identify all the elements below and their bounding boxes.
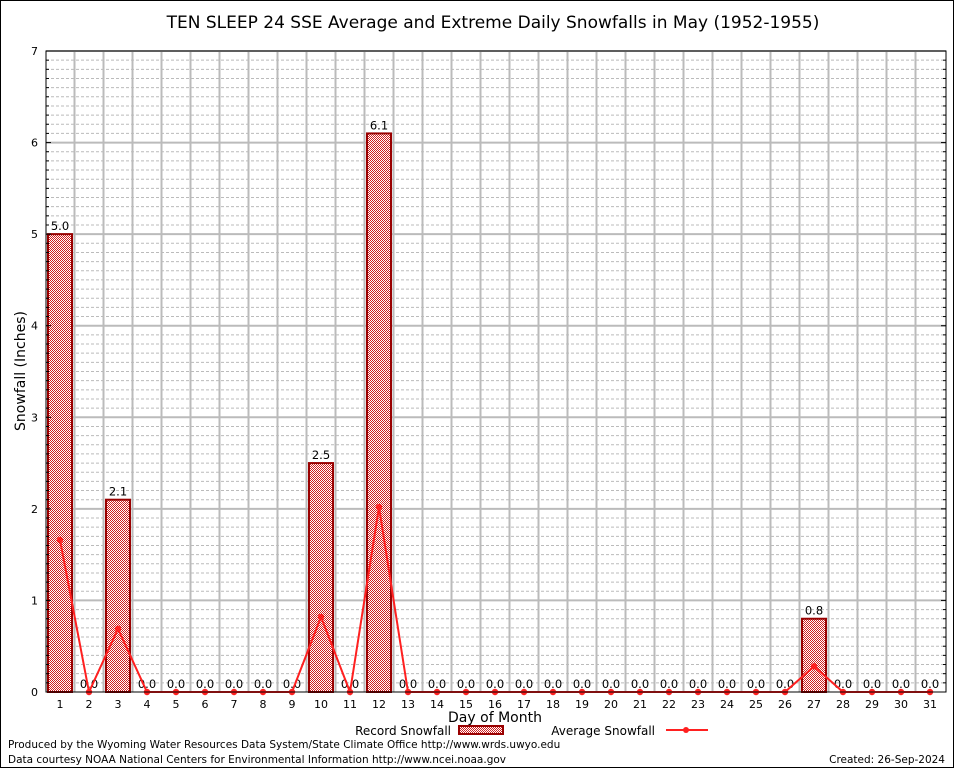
record-data-label: 5.0 [51, 219, 69, 233]
x-tick-label: 28 [836, 698, 850, 711]
y-tick-label: 1 [31, 594, 38, 607]
x-tick-label: 25 [749, 698, 763, 711]
x-tick-label: 6 [202, 698, 209, 711]
produced-by-note: Produced by the Wyoming Water Resources … [8, 739, 561, 751]
record-data-label: 0.0 [602, 677, 620, 691]
x-tick-label: 4 [144, 698, 151, 711]
y-tick-label: 5 [31, 228, 38, 241]
record-data-label: 0.0 [457, 677, 475, 691]
record-data-label: 2.5 [312, 448, 330, 462]
x-tick-label: 27 [807, 698, 821, 711]
record-data-label: 0.0 [718, 677, 736, 691]
data-courtesy-note: Data courtesy NOAA National Centers for … [8, 754, 507, 766]
record-data-label: 0.0 [544, 677, 562, 691]
record-data-label: 0.0 [225, 677, 243, 691]
x-tick-label: 10 [314, 698, 328, 711]
average-point [114, 625, 122, 633]
record-bar [308, 462, 334, 694]
record-data-label: 0.0 [863, 677, 881, 691]
record-data-label: 0.0 [631, 677, 649, 691]
chart-title: TEN SLEEP 24 SSE Average and Extreme Dai… [166, 13, 820, 33]
legend-average-label: Average Snowfall [551, 724, 655, 738]
legend-record-swatch [458, 725, 504, 735]
x-tick-label: 9 [289, 698, 296, 711]
y-tick-label: 7 [31, 45, 38, 58]
x-tick-label: 31 [923, 698, 937, 711]
average-point [56, 536, 64, 544]
record-data-label: 0.0 [892, 677, 910, 691]
y-tick-label: 0 [31, 686, 38, 699]
x-tick-label: 8 [260, 698, 267, 711]
x-tick-label: 3 [115, 698, 122, 711]
x-tick-label: 30 [894, 698, 908, 711]
legend: Record Snowfall Average Snowfall [355, 724, 708, 738]
record-data-label: 0.0 [921, 677, 939, 691]
x-tick-label: 5 [173, 698, 180, 711]
y-tick-label: 4 [31, 320, 38, 333]
record-data-label: 6.1 [370, 118, 388, 132]
legend-record-label: Record Snowfall [355, 724, 451, 738]
record-data-label: 0.0 [515, 677, 533, 691]
record-data-label: 0.0 [660, 677, 678, 691]
x-tick-label: 17 [517, 698, 531, 711]
created-date: Created: 26-Sep-2024 [829, 754, 945, 766]
record-data-label: 0.0 [254, 677, 272, 691]
x-tick-label: 29 [865, 698, 879, 711]
record-bar [105, 498, 131, 694]
record-data-label: 0.0 [486, 677, 504, 691]
record-bar [801, 617, 827, 693]
x-tick-label: 7 [231, 698, 238, 711]
x-tick-label: 1 [57, 698, 64, 711]
record-data-label: 0.0 [428, 677, 446, 691]
x-tick-label: 12 [372, 698, 386, 711]
record-data-label: 2.1 [109, 485, 127, 499]
x-tick-label: 24 [720, 698, 734, 711]
record-data-label: 0.0 [167, 677, 185, 691]
average-point [317, 613, 325, 621]
x-tick-label: 26 [778, 698, 792, 711]
x-tick-label: 13 [401, 698, 415, 711]
average-point [810, 663, 818, 670]
legend-average-marker [683, 727, 689, 733]
y-tick-label: 3 [31, 411, 38, 424]
x-tick-label: 22 [662, 698, 676, 711]
x-tick-label: 23 [691, 698, 705, 711]
x-tick-label: 2 [86, 698, 93, 711]
record-data-label: 0.0 [689, 677, 707, 691]
x-axis-label: Day of Month [448, 710, 542, 726]
y-axis-label: Snowfall (Inches) [13, 311, 29, 431]
y-tick-label: 6 [31, 137, 38, 150]
record-data-label: 0.8 [805, 604, 823, 618]
x-tick-label: 15 [459, 698, 473, 711]
x-tick-label: 14 [430, 698, 444, 711]
record-bar [47, 233, 73, 693]
record-data-label: 0.0 [747, 677, 765, 691]
x-tick-label: 16 [488, 698, 502, 711]
x-tick-label: 20 [604, 698, 618, 711]
average-point [375, 503, 383, 511]
record-data-label: 0.0 [399, 677, 417, 691]
x-tick-label: 19 [575, 698, 589, 711]
x-tick-label: 11 [343, 698, 357, 711]
record-data-label: 0.0 [573, 677, 591, 691]
y-tick-label: 2 [31, 503, 38, 516]
x-tick-label: 21 [633, 698, 647, 711]
x-tick-label: 18 [546, 698, 560, 711]
record-data-label: 0.0 [196, 677, 214, 691]
record-bar [366, 132, 392, 693]
